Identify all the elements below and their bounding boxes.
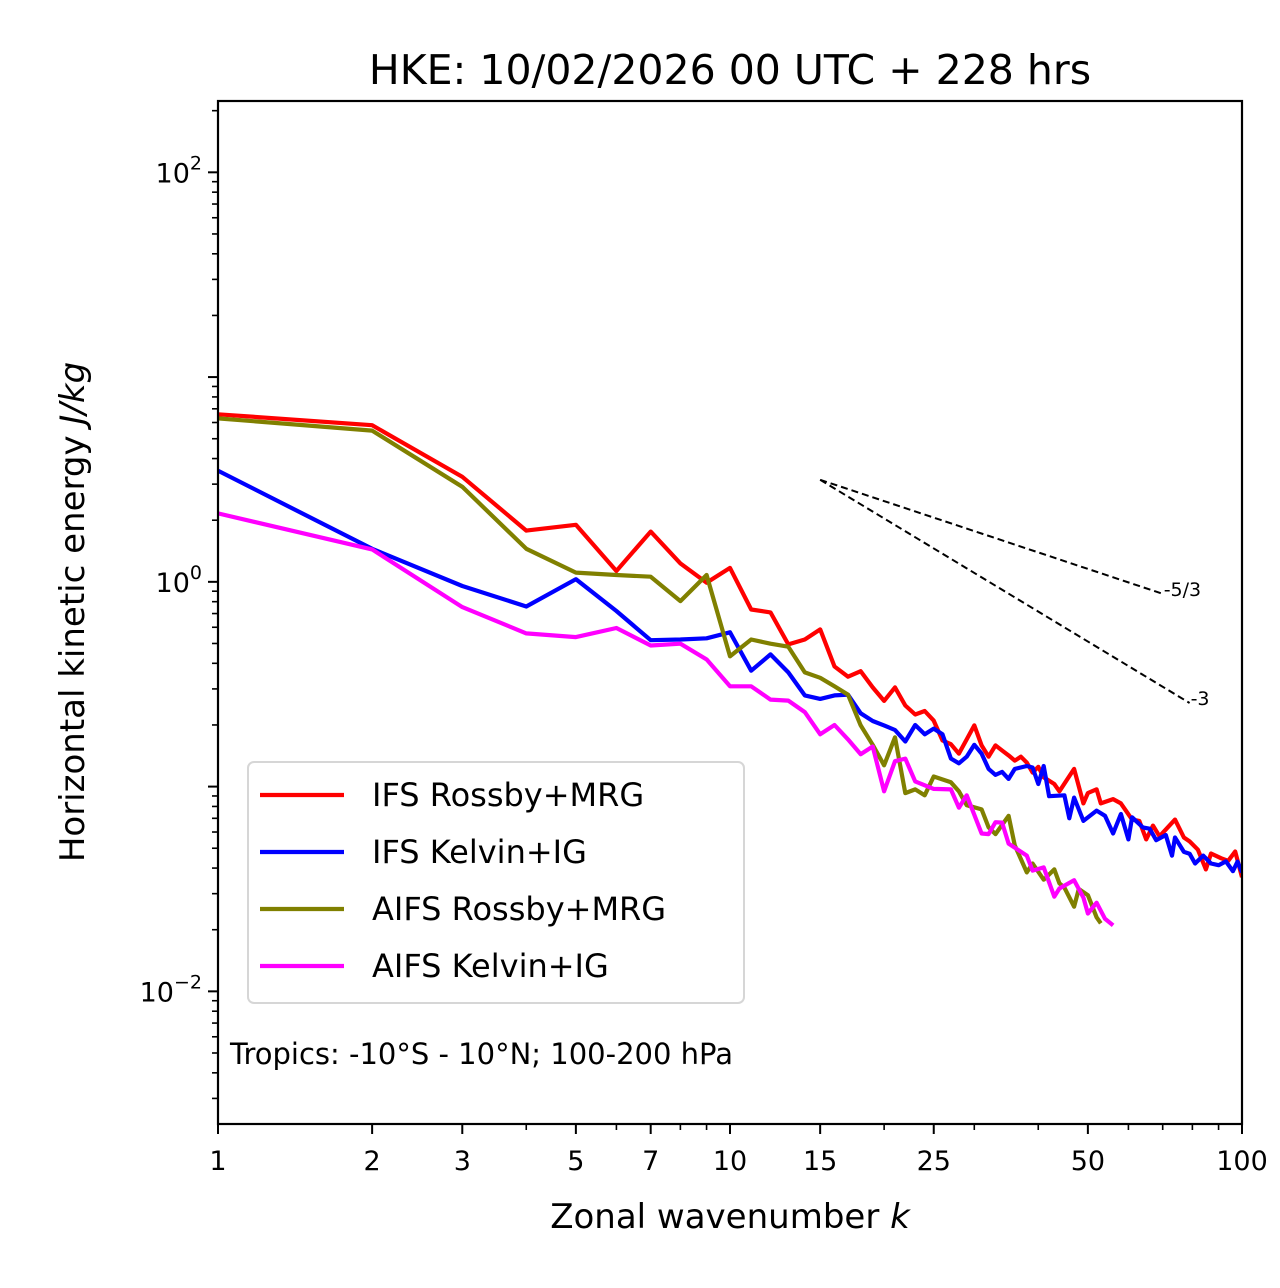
legend: IFS Rossby+MRG IFS Kelvin+IG AIFS Rossby+M… [247,761,745,1004]
y-axis-label-text: Horizontal kinetic energy [53,435,93,862]
y-axis-label: Horizontal kinetic energy J/kg [53,362,93,862]
series-line-2 [218,468,1242,874]
y-tick-label: 102 [156,152,202,189]
legend-label-4: AIFS Kelvin+IG [372,947,609,985]
x-tick-label: 1 [209,1146,226,1177]
x-axis-label: Zonal wavenumber k [550,1197,911,1237]
y-tick-label: 100 [156,562,202,599]
reference-line-1 [819,478,1164,595]
x-axis-label-symbol: k [890,1197,911,1237]
series-line-4 [218,511,1115,928]
reference-lines: -5/3 -3 [819,478,1210,710]
x-tick-label: 5 [567,1146,584,1177]
reference-line-2 [819,478,1191,704]
series-layer [218,412,1242,928]
series-line-1 [218,412,1242,878]
x-tick-label: 100 [1216,1146,1268,1177]
y-axis-label-unit: J/kg [53,362,93,431]
x-tick-label: 2 [364,1146,381,1177]
x-tick-label: 10 [713,1146,747,1177]
legend-label-1: IFS Rossby+MRG [372,776,644,814]
x-tick-label: 50 [1071,1146,1105,1177]
reference-line-label-2: -3 [1191,688,1210,710]
series-line-3 [218,416,1103,925]
x-tick-label: 25 [917,1146,951,1177]
x-axis-label-text: Zonal wavenumber [550,1197,879,1237]
x-tick-label: 3 [454,1146,471,1177]
y-tick-label: 10−2 [140,971,202,1008]
x-tick-label: 15 [803,1146,837,1177]
axis-ticks: 1 2 3 5 7 10 15 25 50 100 10−2 100 102 [140,109,1268,1177]
legend-label-2: IFS Kelvin+IG [372,833,587,871]
legend-label-3: AIFS Rossby+MRG [372,890,666,928]
legend-box [247,761,745,1004]
x-tick-label: 7 [642,1146,659,1177]
reference-line-label-1: -5/3 [1164,579,1201,601]
chart-title: HKE: 10/02/2026 00 UTC + 228 hrs [369,46,1091,94]
region-annotation: Tropics: -10°S - 10°N; 100-200 hPa [229,1037,733,1071]
